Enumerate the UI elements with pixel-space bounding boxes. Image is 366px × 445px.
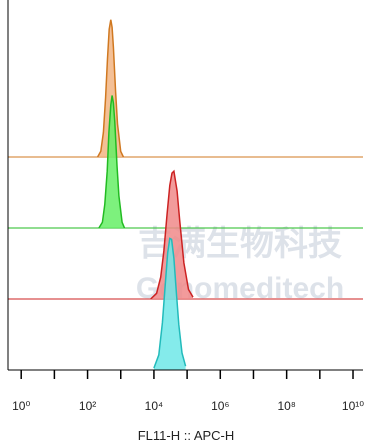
x-tick-label: 10¹⁰ [342,399,364,413]
histogram-area [153,238,186,370]
histogram-line [98,95,126,229]
x-tick-label: 10⁰ [12,399,30,413]
x-tick-label: 10⁸ [277,399,295,413]
x-tick-label: 10⁶ [211,399,229,413]
histogram-area [150,171,193,299]
x-tick-label: 10⁴ [145,399,164,413]
x-tick-label: 10² [79,399,96,413]
x-axis-label: FL11-H :: APC-H [138,428,235,443]
histogram-line [153,237,187,369]
histogram-line [96,19,125,158]
histogram-line [150,169,194,300]
